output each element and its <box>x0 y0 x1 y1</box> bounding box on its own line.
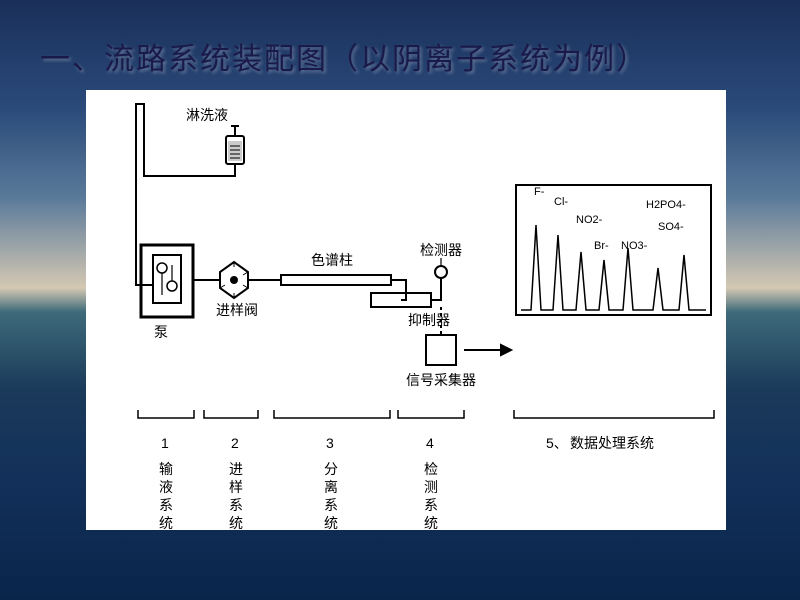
section-name-char: 统 <box>229 516 243 530</box>
section-number: 4 <box>426 435 434 451</box>
section-name-char: 分 <box>324 462 338 478</box>
peak-label: Br- <box>594 240 609 252</box>
peak-label: Cl- <box>554 196 568 208</box>
section-name-char: 检 <box>424 462 438 478</box>
flow-diagram: 淋洗液 泵 进样阀 色谱柱 检测器 抑制器 信号采集器 F- Cl- NO2- Br-… <box>86 90 726 530</box>
section-name-char: 测 <box>424 480 438 496</box>
section-name-char: 系 <box>324 498 338 514</box>
peak-label: F- <box>534 186 545 198</box>
label-pump: 泵 <box>154 326 168 341</box>
section-name-char: 液 <box>159 480 173 496</box>
section-name-char: 输 <box>159 462 173 478</box>
diagram-panel: 淋洗液 泵 进样阀 色谱柱 检测器 抑制器 信号采集器 F- Cl- NO2- Br-… <box>86 90 726 530</box>
section-name-char: 系 <box>159 498 173 514</box>
section-name-char: 系 <box>229 498 243 514</box>
section-name-char: 统 <box>159 516 173 530</box>
slide-title: 一、流路系统装配图（以阴离子系统为例） <box>40 34 648 78</box>
section-number: 3 <box>326 435 334 451</box>
section-name: 数据处理系统 <box>570 436 654 452</box>
section-name-char: 统 <box>324 516 338 530</box>
section-number: 2 <box>231 435 239 451</box>
section-number: 5、 <box>546 435 568 451</box>
section-name-char: 样 <box>229 480 243 496</box>
section-name-char: 进 <box>229 462 243 478</box>
peak-label: H2PO4- <box>646 199 686 211</box>
label-column: 色谱柱 <box>311 252 353 269</box>
section-name-char: 统 <box>424 516 438 530</box>
section-name-char: 离 <box>324 479 338 496</box>
label-injector: 进样阀 <box>216 303 258 319</box>
peak-label: NO3- <box>621 240 648 252</box>
label-eluent: 淋洗液 <box>186 108 228 124</box>
peak-label: NO2- <box>576 214 603 226</box>
label-signal: 信号采集器 <box>406 372 476 389</box>
peak-label: SO4- <box>658 221 684 233</box>
section-name-char: 系 <box>424 498 438 514</box>
label-suppressor: 抑制器 <box>408 313 450 329</box>
section-number: 1 <box>161 435 169 451</box>
label-detector: 检测器 <box>420 243 462 259</box>
